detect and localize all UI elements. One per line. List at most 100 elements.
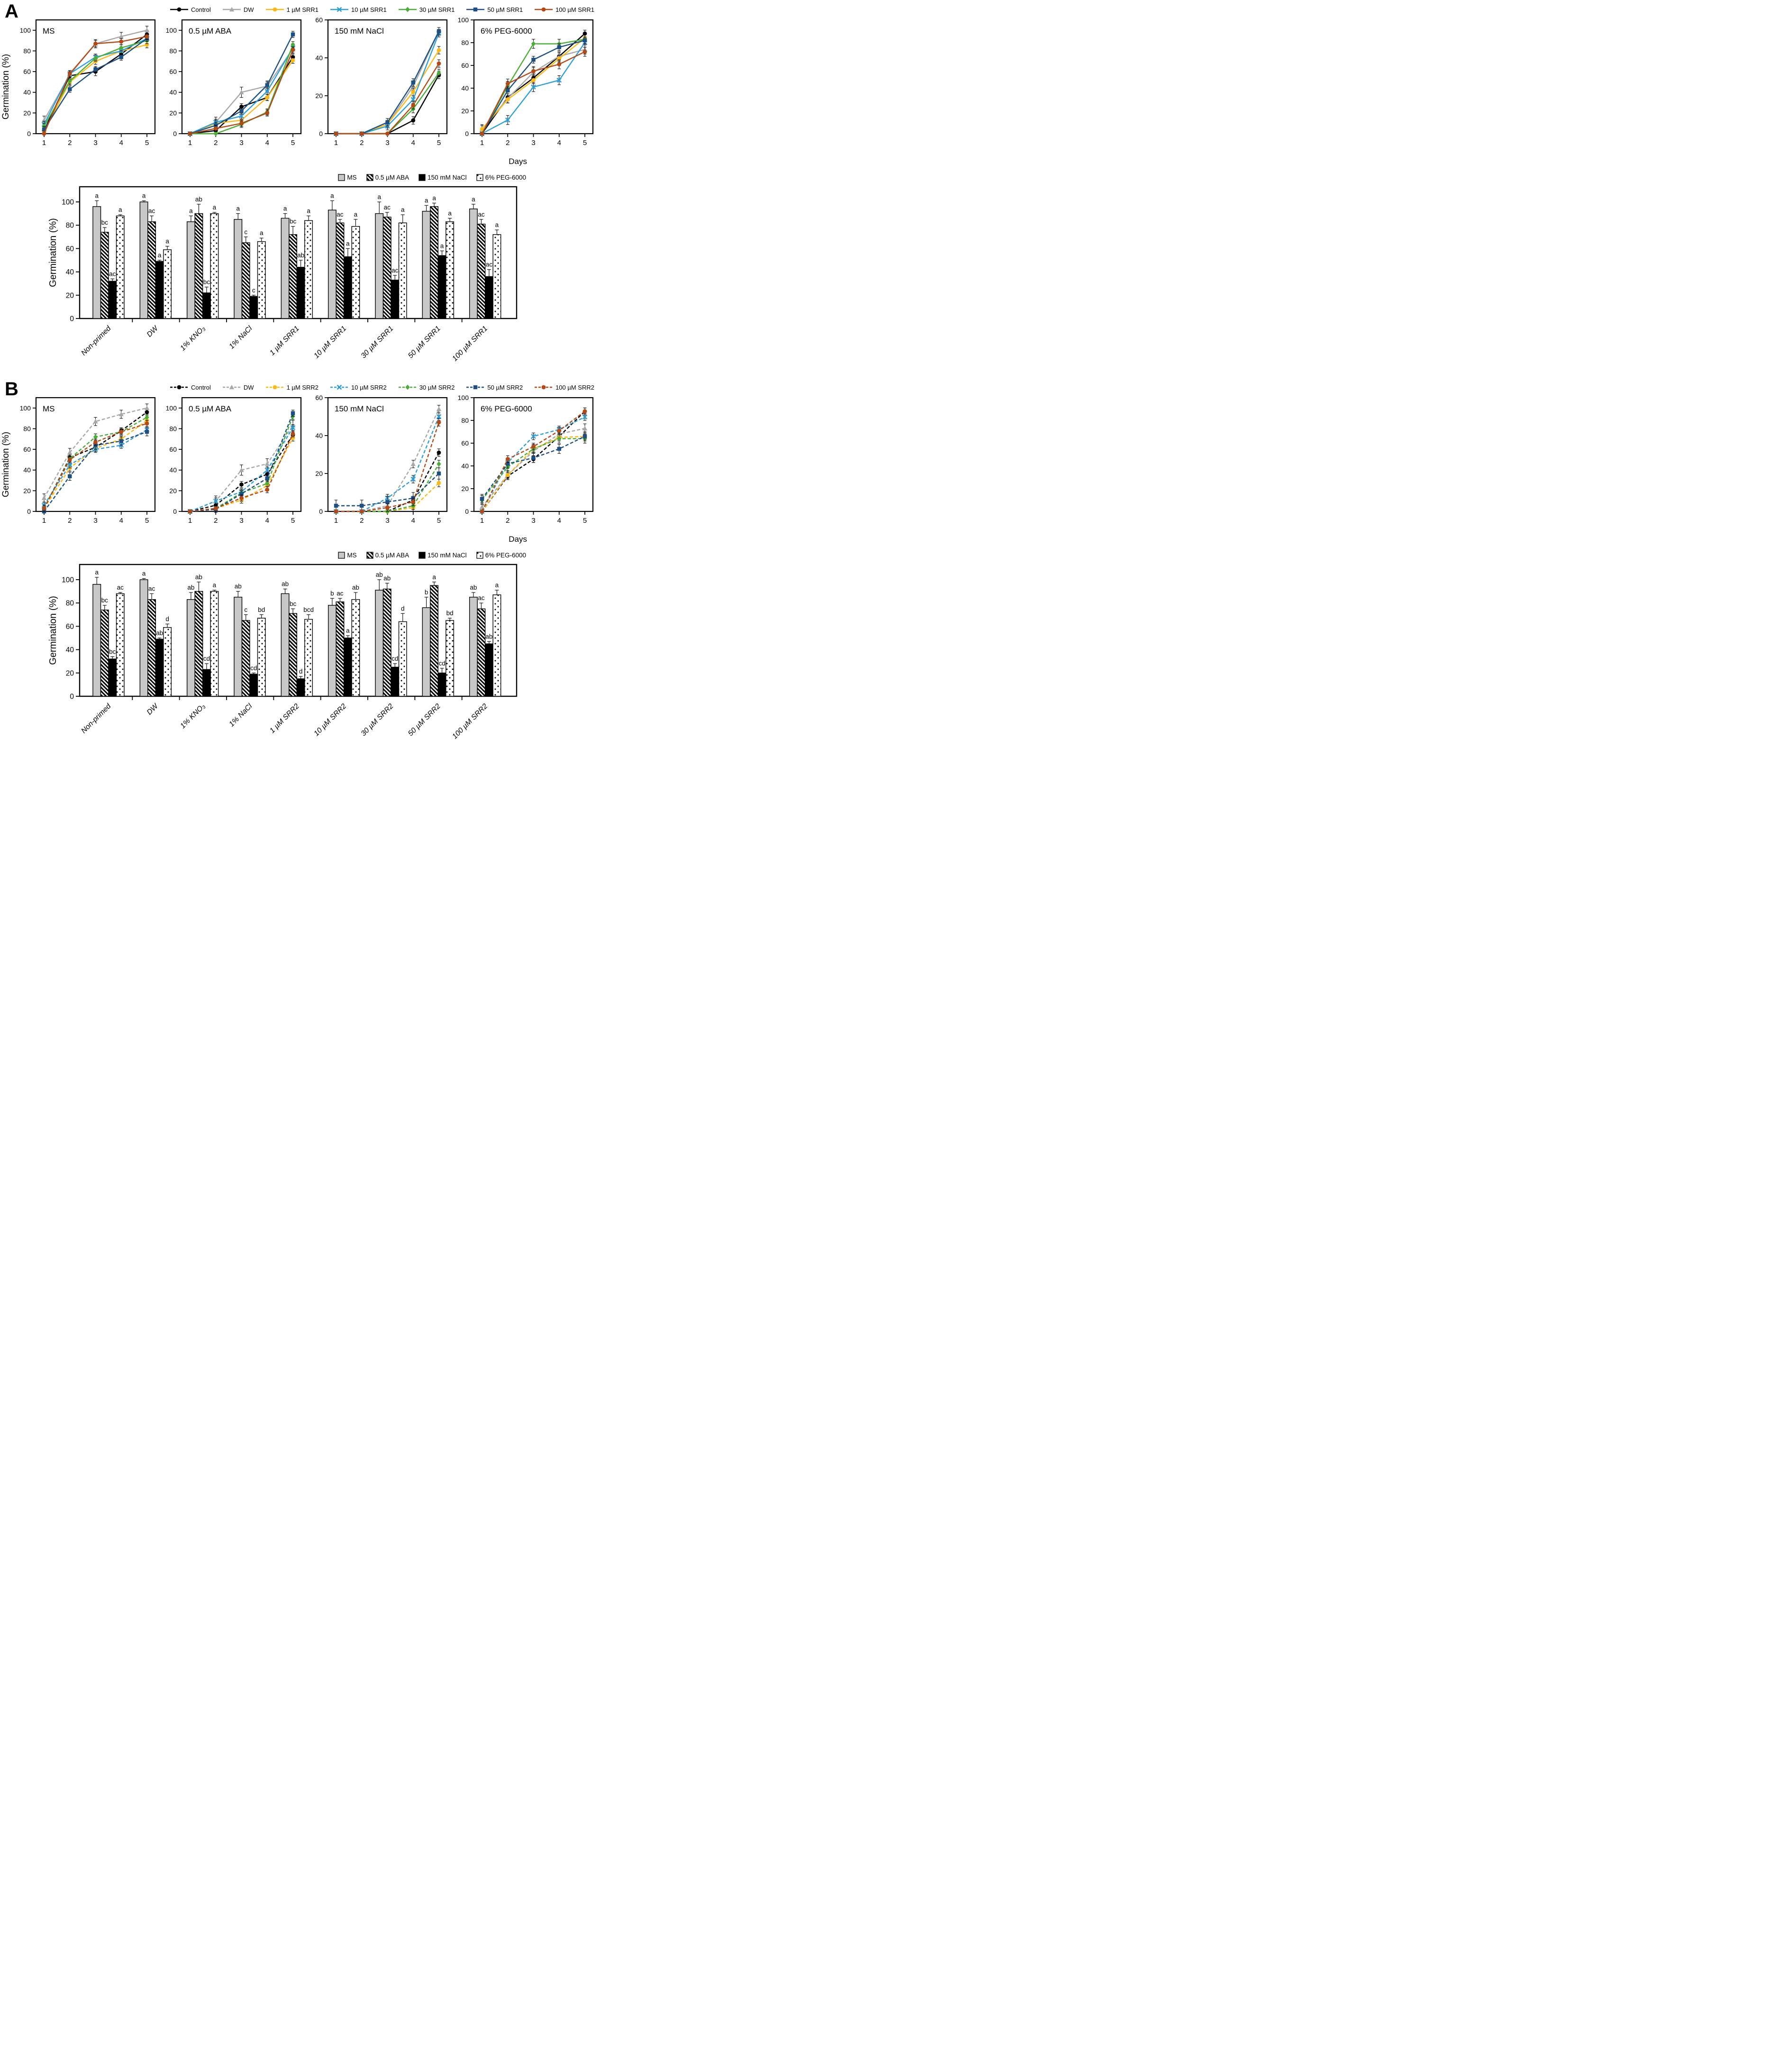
legend-item-10-m-srr1: 10 µM SRR1 xyxy=(329,6,387,13)
bar-ms-1-nacl: ab xyxy=(234,583,243,697)
significance-letter: ac xyxy=(478,211,485,218)
bar-150-mm-nacl-1-m-srr2: d xyxy=(296,668,305,697)
legend-item-control: Control xyxy=(169,383,211,391)
bar-6-peg-6000-10-m-srr2: ab xyxy=(351,584,360,697)
significance-letter: a xyxy=(307,208,310,215)
category-label: 1% KNO₃ xyxy=(179,702,207,730)
significance-letter: a xyxy=(213,582,217,589)
significance-letter: a xyxy=(432,574,436,581)
x-tick-label: 2 xyxy=(214,517,218,525)
chart-b-nacl: 0 20 40 60 1 2 3 4 5 150 mM NaCl xyxy=(304,392,450,537)
y-axis-title: Germination (%) xyxy=(1,54,11,119)
x-tick-label: 4 xyxy=(411,139,415,147)
bar-6-peg-6000-50-m-srr2: bd xyxy=(446,610,455,697)
x-tick-label: 2 xyxy=(68,517,72,525)
x-tick-label: 4 xyxy=(265,139,269,147)
bar-0-5-m-aba-10-m-srr2: ac xyxy=(336,590,345,697)
y-tick-label: 0 xyxy=(27,508,31,515)
y-tick-label: 40 xyxy=(461,84,469,92)
significance-letter: ab xyxy=(195,574,202,581)
legend-swatch-dots xyxy=(476,174,483,181)
category-label: 1% NaCl xyxy=(227,324,254,351)
legend-marker-diamond xyxy=(398,384,417,390)
bar-6-peg-6000-1-kno: a xyxy=(210,204,219,319)
legend-item-10-m-srr2: 10 µM SRR2 xyxy=(329,383,387,391)
category-label: 1% KNO₃ xyxy=(179,324,207,352)
legend-label: 6% PEG-6000 xyxy=(485,174,526,181)
significance-letter: a xyxy=(354,211,358,218)
legend-item-dw: DW xyxy=(222,383,254,391)
legend-swatch-gray xyxy=(338,552,345,559)
significance-letter: a xyxy=(142,192,146,200)
y-tick-label: 40 xyxy=(23,89,31,96)
significance-letter: c xyxy=(244,228,247,236)
series-100-m-srr2 xyxy=(42,420,149,512)
legend-item-50-m-srr2: 50 µM SRR2 xyxy=(465,383,523,391)
y-tick-label: 100 xyxy=(458,16,469,24)
bar-6-peg-6000-30-m-srr1: a xyxy=(398,206,407,319)
legend-label: 1 µM SRR1 xyxy=(286,6,319,13)
legend-label: MS xyxy=(347,552,357,559)
legend-item-control: Control xyxy=(169,6,211,13)
significance-letter: a xyxy=(236,205,240,212)
legend-label: 100 µM SRR2 xyxy=(555,383,594,391)
bar-150-mm-nacl-100-m-srr1: ac xyxy=(484,261,493,319)
y-tick-label: 40 xyxy=(66,646,74,654)
bar-150-mm-nacl-dw: a xyxy=(155,252,164,319)
y-axis-title: Germination (%) xyxy=(48,218,58,287)
legend-label: 150 mM NaCl xyxy=(428,552,467,559)
panel-b-label: B xyxy=(5,379,18,400)
significance-letter: ab xyxy=(470,584,477,591)
bar-0-5-m-aba-1-nacl: c xyxy=(241,606,250,697)
legend-label: 30 µM SRR1 xyxy=(419,6,455,13)
bar-0-5-m-aba-1-m-srr1: bc xyxy=(289,218,298,319)
legend-marker-circle xyxy=(265,385,284,390)
significance-letter: cd xyxy=(391,655,398,662)
legend-label: 1 µM SRR2 xyxy=(286,383,319,391)
bar-ms-30-m-srr1: a xyxy=(375,193,384,319)
significance-letter: ab xyxy=(383,574,391,582)
bar-6-peg-6000-1-kno: a xyxy=(210,582,219,697)
legend-item-dw: DW xyxy=(222,6,254,13)
series-100-m-srr2 xyxy=(334,418,441,514)
bar-150-mm-nacl-50-m-srr2: cd xyxy=(437,660,446,697)
significance-letter: a xyxy=(495,221,499,228)
significance-letter: a xyxy=(213,204,217,211)
bar-6-peg-6000-10-m-srr1: a xyxy=(351,211,360,319)
bar-6-peg-6000-non-primed: ac xyxy=(116,584,125,697)
legend-item-30-m-srr2: 30 µM SRR2 xyxy=(398,383,455,391)
legend-marker-circle xyxy=(170,385,188,390)
legend-label: 30 µM SRR2 xyxy=(419,383,455,391)
significance-letter: cd xyxy=(250,665,257,672)
significance-letter: ac xyxy=(117,584,124,591)
significance-letter: cd xyxy=(438,660,445,667)
x-tick-label: 3 xyxy=(93,139,97,147)
line-chart-svg: 0 20 40 60 80 100 1 2 3 4 5 0.5 µM ABA xyxy=(166,19,302,147)
legend-swatch-hatch xyxy=(366,174,373,181)
germination-figure: A Control DW 1 µM SRR1 10 µM SRR1 30 µM SRR1… xyxy=(0,0,598,752)
x-tick-label: 1 xyxy=(480,517,484,525)
y-tick-label: 80 xyxy=(23,425,31,432)
significance-letter: a xyxy=(448,209,452,217)
line-chart-svg: 0 20 40 60 80 100 1 2 3 4 5 MS xyxy=(20,397,156,525)
x-tick-label: 5 xyxy=(145,139,149,147)
bar-0-5-m-aba-10-m-srr1: ac xyxy=(336,211,345,319)
x-tick-label: 1 xyxy=(334,139,338,147)
significance-letter: a xyxy=(142,570,146,577)
significance-letter: a xyxy=(472,196,475,203)
line-chart-svg: 0 20 40 60 80 100 1 2 3 4 5 0.5 µM ABA xyxy=(166,397,302,525)
y-tick-label: 0 xyxy=(70,693,74,701)
bar-150-mm-nacl-1-kno: bc xyxy=(202,279,211,319)
bar-ms-1-kno: a xyxy=(186,208,195,319)
significance-letter: cd xyxy=(203,655,210,662)
legend-label: Control xyxy=(191,383,211,391)
chart-a-peg: 0 20 40 60 80 100 1 2 3 4 5 6% PEG-6000 xyxy=(450,14,596,159)
bar-ms-non-primed: a xyxy=(92,192,101,319)
legend-label: 10 µM SRR1 xyxy=(351,6,387,13)
bar-150-mm-nacl-100-m-srr2: ab xyxy=(484,633,493,697)
significance-letter: a xyxy=(495,582,499,589)
x-tick-label: 1 xyxy=(480,139,484,147)
legend-marker-x xyxy=(330,7,349,12)
significance-letter: a xyxy=(165,237,169,245)
